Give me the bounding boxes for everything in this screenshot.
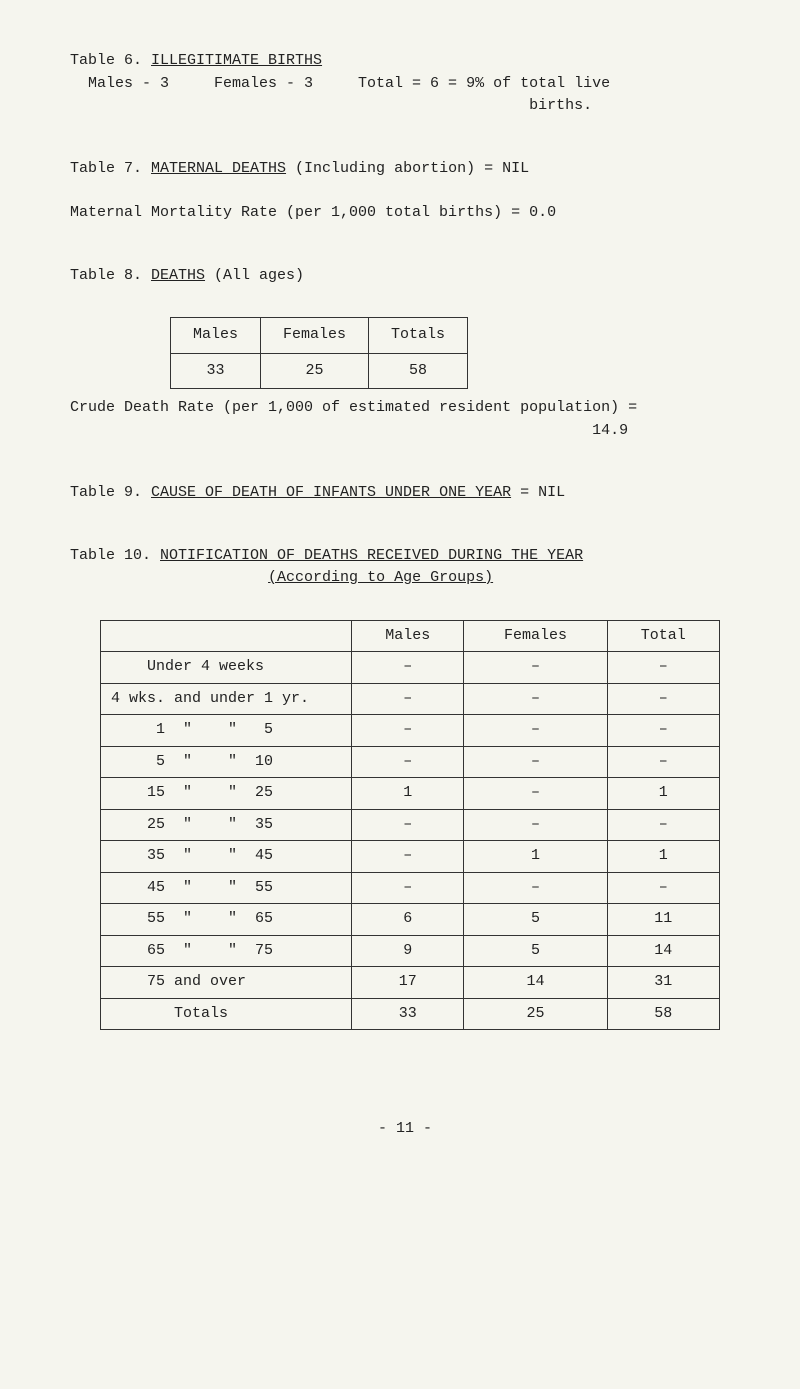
- table9-prefix: Table 9.: [70, 484, 151, 501]
- table10-totals-label: Totals: [101, 998, 352, 1030]
- table10-totals-t: 58: [607, 998, 719, 1030]
- table7-suffix: (Including abortion) = NIL: [286, 160, 529, 177]
- table10-h-total: Total: [607, 620, 719, 652]
- table7-heading: Table 7. MATERNAL DEATHS (Including abor…: [70, 158, 740, 181]
- table7-prefix: Table 7.: [70, 160, 151, 177]
- table10-row-t: –: [607, 809, 719, 841]
- table10-row-label: 15 " " 25: [101, 778, 352, 810]
- table10-row-label: 35 " " 45: [101, 841, 352, 873]
- table10-row-m: –: [352, 809, 464, 841]
- table10-grid: Males Females Total Under 4 weeks–––4 wk…: [100, 620, 720, 1031]
- table10-row-label: Under 4 weeks: [101, 652, 352, 684]
- table8-note-val: 14.9: [70, 420, 740, 443]
- table10-row-m: –: [352, 715, 464, 747]
- table8-v-totals: 58: [369, 353, 468, 389]
- table10-row-f: –: [464, 715, 607, 747]
- table10-row-f: –: [464, 652, 607, 684]
- table6-heading: Table 6. ILLEGITIMATE BIRTHS: [70, 50, 740, 73]
- table10-h-blank: [101, 620, 352, 652]
- table10-totals-f: 25: [464, 998, 607, 1030]
- table6-prefix: Table 6.: [70, 52, 151, 69]
- table10-row-label: 45 " " 55: [101, 872, 352, 904]
- table10-sub: (According to Age Groups): [268, 569, 493, 586]
- table8-grid: Males Females Totals 33 25 58: [170, 317, 468, 389]
- table10-row-label: 25 " " 35: [101, 809, 352, 841]
- table8-suffix: (All ages): [205, 267, 304, 284]
- table10-row-f: –: [464, 683, 607, 715]
- table10-row-t: –: [607, 872, 719, 904]
- table8-heading: Table 8. DEATHS (All ages): [70, 265, 740, 288]
- table10-row-t: 31: [607, 967, 719, 999]
- table9-suffix: = NIL: [511, 484, 565, 501]
- table10-row-t: 11: [607, 904, 719, 936]
- table10-row-m: –: [352, 872, 464, 904]
- table10-row-f: –: [464, 809, 607, 841]
- table10-row-m: –: [352, 841, 464, 873]
- table10-prefix: Table 10.: [70, 547, 160, 564]
- table10-row-f: 14: [464, 967, 607, 999]
- table10-row-t: 14: [607, 935, 719, 967]
- table10-row-label: 75 and over: [101, 967, 352, 999]
- table10-row-m: 1: [352, 778, 464, 810]
- table8-h-males: Males: [171, 318, 261, 354]
- table10-row-m: 17: [352, 967, 464, 999]
- table8-h-females: Females: [261, 318, 369, 354]
- table10-h-females: Females: [464, 620, 607, 652]
- table10-h-males: Males: [352, 620, 464, 652]
- table10-row-f: –: [464, 872, 607, 904]
- table10-row-m: 6: [352, 904, 464, 936]
- table7-title: MATERNAL DEATHS: [151, 160, 286, 177]
- table8-title: DEATHS: [151, 267, 205, 284]
- table10-row-t: –: [607, 683, 719, 715]
- table9-title: CAUSE OF DEATH OF INFANTS UNDER ONE YEAR: [151, 484, 511, 501]
- table10-row-t: –: [607, 746, 719, 778]
- table8-prefix: Table 8.: [70, 267, 151, 284]
- table10-sub-indent: [70, 569, 268, 586]
- table10-row-m: –: [352, 746, 464, 778]
- page-number: - 11 -: [70, 1118, 740, 1141]
- table6-line2: births.: [70, 95, 740, 118]
- table7-line1: Maternal Mortality Rate (per 1,000 total…: [70, 202, 740, 225]
- table10-sub-line: (According to Age Groups): [70, 567, 740, 590]
- table10-row-label: 65 " " 75: [101, 935, 352, 967]
- table10-row-t: –: [607, 652, 719, 684]
- table10-row-f: –: [464, 746, 607, 778]
- table10-row-f: 5: [464, 904, 607, 936]
- table10-row-f: 5: [464, 935, 607, 967]
- table10-row-t: –: [607, 715, 719, 747]
- table10-row-label: 4 wks. and under 1 yr.: [101, 683, 352, 715]
- table10-row-label: 1 " " 5: [101, 715, 352, 747]
- table10-row-f: 1: [464, 841, 607, 873]
- table10-heading: Table 10. NOTIFICATION OF DEATHS RECEIVE…: [70, 545, 740, 568]
- table6-title: ILLEGITIMATE BIRTHS: [151, 52, 322, 69]
- table8-v-males: 33: [171, 353, 261, 389]
- table8-note: Crude Death Rate (per 1,000 of estimated…: [70, 397, 740, 420]
- table10-row-t: 1: [607, 841, 719, 873]
- table10-row-m: –: [352, 652, 464, 684]
- table10-row-f: –: [464, 778, 607, 810]
- table6-line1: Males - 3 Females - 3 Total = 6 = 9% of …: [70, 73, 740, 96]
- table8-h-totals: Totals: [369, 318, 468, 354]
- table10-title: NOTIFICATION OF DEATHS RECEIVED DURING T…: [160, 547, 583, 564]
- table8-v-females: 25: [261, 353, 369, 389]
- table10-row-t: 1: [607, 778, 719, 810]
- table10-totals-m: 33: [352, 998, 464, 1030]
- table10-row-label: 5 " " 10: [101, 746, 352, 778]
- table10-row-label: 55 " " 65: [101, 904, 352, 936]
- table10-row-m: –: [352, 683, 464, 715]
- table9-heading: Table 9. CAUSE OF DEATH OF INFANTS UNDER…: [70, 482, 740, 505]
- table10-row-m: 9: [352, 935, 464, 967]
